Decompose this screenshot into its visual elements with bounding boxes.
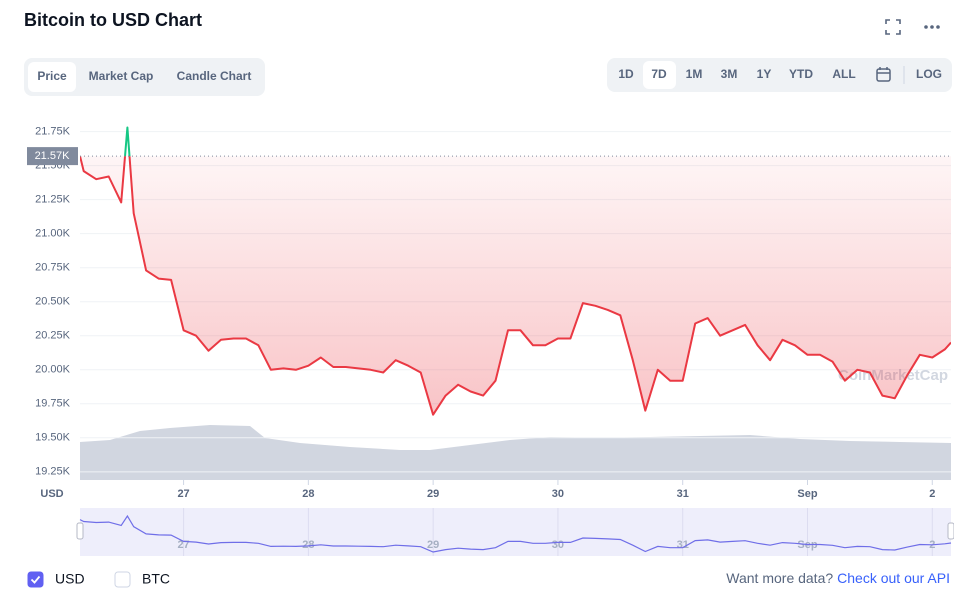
y-axis-label: USD — [40, 488, 63, 500]
x-tick-label: 28 — [302, 488, 314, 500]
y-tick-label: 19.75K — [35, 398, 71, 410]
y-tick-label: 20.00K — [35, 364, 71, 376]
range-button[interactable]: 1D — [618, 67, 634, 81]
x-tick-label: 27 — [177, 488, 189, 500]
y-tick-label: 20.50K — [35, 296, 71, 308]
legend-label: BTC — [142, 571, 170, 587]
range-button[interactable]: 1Y — [757, 67, 772, 81]
navigator[interactable] — [80, 508, 951, 556]
y-tick-label: 21.25K — [35, 194, 71, 206]
volume-area — [80, 425, 951, 480]
y-tick-label: 20.75K — [35, 262, 71, 274]
range-selected — [643, 61, 676, 89]
range-button[interactable]: YTD — [789, 67, 813, 81]
api-link[interactable]: Check out our API — [837, 570, 950, 586]
y-tick-label: 21.75K — [35, 126, 71, 138]
navigator-line — [79, 514, 952, 553]
x-tick-label: 30 — [552, 488, 564, 500]
range-group — [607, 58, 952, 92]
range-button[interactable]: 3M — [721, 67, 738, 81]
expand-icon[interactable] — [885, 19, 901, 35]
page-title: Bitcoin to USD Chart — [24, 10, 202, 30]
x-tick-label: 2 — [929, 488, 935, 500]
navigator-tick-label: 30 — [552, 539, 564, 551]
tab[interactable]: Market Cap — [89, 69, 154, 83]
footer: Want more data? Check out our API — [726, 570, 950, 586]
more-icon[interactable] — [924, 25, 940, 29]
area — [80, 156, 951, 415]
reference-label: 21.57K — [35, 150, 71, 162]
footer-text: Want more data? — [726, 570, 833, 586]
tab[interactable]: Price — [37, 69, 67, 83]
reference-badge — [27, 147, 78, 166]
y-tick-label: 20.25K — [35, 330, 71, 342]
x-tick-label: 29 — [427, 488, 439, 500]
tab[interactable]: Candle Chart — [177, 69, 252, 83]
calendar-icon[interactable] — [876, 67, 891, 82]
range-button[interactable]: 1M — [686, 67, 703, 81]
legend-label: USD — [55, 571, 85, 587]
y-tick-label: 19.25K — [35, 466, 71, 478]
range-button[interactable]: 7D — [651, 67, 667, 81]
range-button[interactable]: ALL — [832, 67, 855, 81]
tab-selected — [28, 62, 76, 92]
x-tick-label: Sep — [797, 488, 817, 500]
x-tick-label: 31 — [677, 488, 689, 500]
checkmark — [30, 575, 41, 584]
navigator-tick-label: 27 — [177, 539, 189, 551]
navigator-tick-label: 29 — [427, 539, 439, 551]
navigator-tick-label: 28 — [302, 539, 314, 551]
y-tick-label: 19.50K — [35, 432, 71, 444]
checkbox[interactable] — [27, 571, 44, 588]
tab-group — [24, 58, 265, 96]
log-button[interactable]: LOG — [916, 67, 942, 81]
navigator-handles[interactable] — [76, 522, 954, 540]
checkbox[interactable] — [114, 571, 131, 588]
price-line — [80, 156, 951, 416]
y-tick-label: 21.00K — [35, 228, 71, 240]
